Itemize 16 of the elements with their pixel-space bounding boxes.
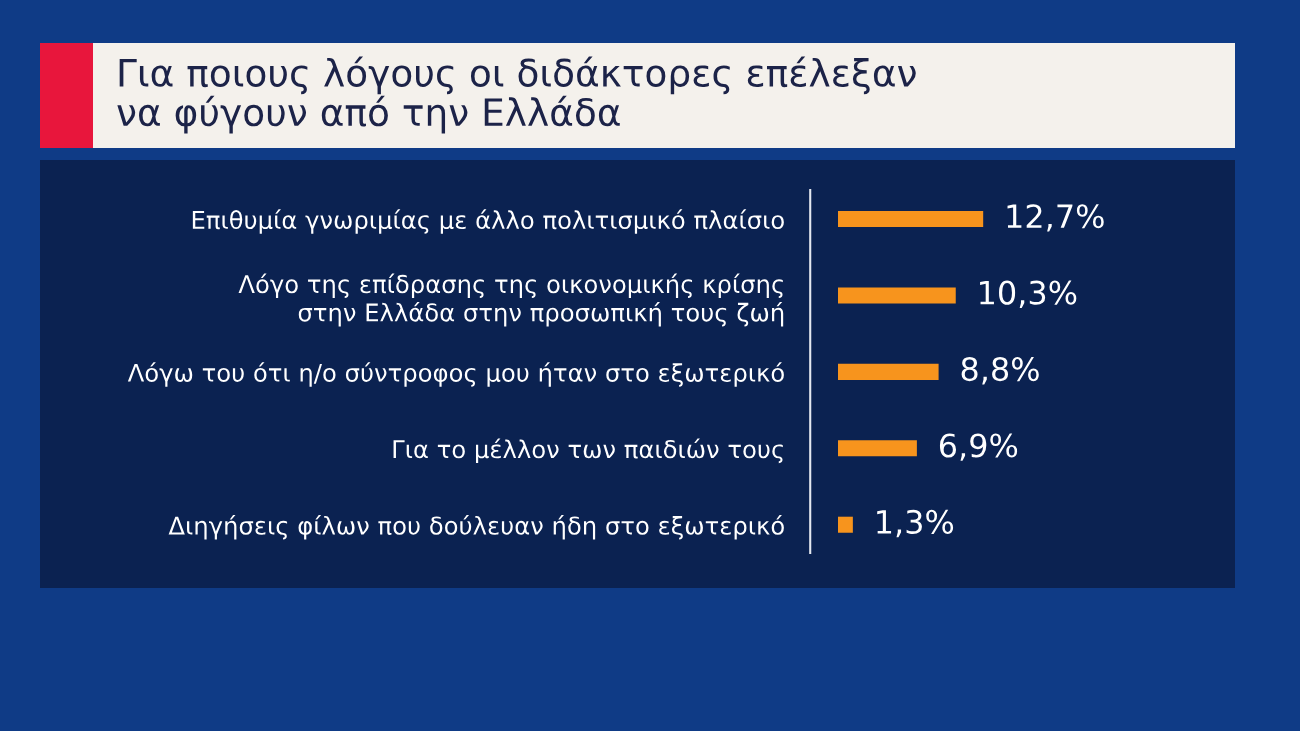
- text: Για ποιους λόγους οι διδάκτορες επέλεξαν να φύγουν από την Ελλάδα: [117, 56, 916, 134]
- data-label: 10,3%: [980, 280, 1077, 308]
- data-label: 12,7%: [1007, 204, 1104, 232]
- y-tick-label: Λόγο της επίδρασης της οικονομικής κρίσης στην Ελλάδα στην προσωπική τους ζωή: [238, 273, 784, 327]
- y-tick-label: Επιθυμία γνωριμίας με άλλο πολιτισμικό πλαίσιο: [192, 209, 784, 234]
- y-tick-label: Διηγήσεις φίλων που δούλευαν ήδη στο εξωτερικό: [168, 515, 784, 540]
- bar: [838, 363, 939, 380]
- y-tick-label: Για το μέλλον των παιδιών τους: [393, 438, 783, 464]
- y-tick-label: Λόγω του ότι η/ο σύντροφος μου ήταν στο εξωτερικό: [127, 362, 784, 387]
- bar: [838, 211, 984, 228]
- bar: [838, 440, 917, 457]
- data-label: 8,8%: [961, 356, 1039, 385]
- data-label: 6,9%: [939, 433, 1018, 461]
- bar: [838, 516, 853, 533]
- bar: [838, 287, 956, 304]
- data-label: 1,3%: [877, 509, 954, 538]
